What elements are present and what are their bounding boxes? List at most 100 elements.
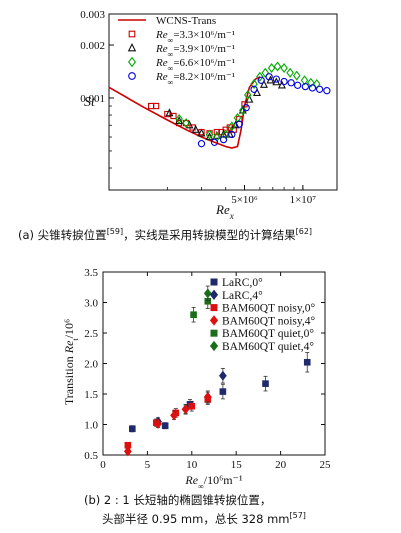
chart-b-legend-marker [209,340,219,352]
chart-a-wcns-line [108,76,261,149]
chart-b-point-square [219,388,227,395]
chart-b-point-square [190,311,197,319]
caption-a: (a) 尖锥转捩位置[59]，实线是采用转捩模型的计算结果[62] [18,227,312,243]
chart-a-frame [108,13,338,191]
chart-a-point-diamond [239,105,247,116]
chart-a-point-circle [308,84,317,92]
chart-a-point-circle [235,120,243,128]
chart-b-y-tick-label: 3.0 [84,298,98,310]
chart-b-legend-label: BAM60QT noisy,4° [222,315,315,327]
chart-a-y-tick-label: 0.001 [80,93,105,105]
chart-a-point-diamond [292,70,301,81]
chart-b-legend-marker [209,315,219,326]
chart-a-point-circle [323,87,331,95]
chart-b-legend-label: BAM60QT quiet,0° [222,328,314,340]
chart-a-point-circle [315,85,324,93]
chart-a-point-diamond [221,129,230,140]
chart-b-point-diamond [154,418,162,429]
caption-a-text2: ，实线是采用转捩模型的计算结果 [123,228,296,242]
caption-b-ref: [57] [289,511,306,521]
chart-a-point-square [152,102,160,110]
chart-b-legend-marker [209,289,219,300]
chart-a-xlabel: Rex [215,202,234,221]
chart-a-point-triangle [191,124,200,133]
chart-b-ylabel: Transition Ret/10⁶ [62,319,80,405]
chart-a-point-circle [280,77,288,86]
caption-a-ref1: [59] [106,227,124,237]
chart-a-x-tick-label: 1×10⁷ [290,194,317,206]
chart-a-point-square [164,110,171,118]
chart-a-legend-label: Re∞=6.6×10⁶/m⁻¹ [155,57,235,73]
chart-a-point-circle [257,76,265,84]
chart-a-legend-marker [128,56,136,68]
chart-b-axes: 0 5 10 15 20 25 0.5 1.0 1.5 2.0 2.5 3.0 3.5 [84,267,331,471]
chart-a-legend-marker [127,42,137,52]
chart-b-legend-marker [210,278,218,286]
chart-a-point-diamond [244,89,252,100]
chart-a-point-diamond [280,62,288,74]
chart-a-data [108,61,331,149]
chart-b-legend-marker [210,304,218,312]
chart-a-legend-label: Re∞=3.9×10⁶/m⁻¹ [155,43,235,59]
chart-a-point-diamond [228,121,236,132]
chart-a-point-circle [210,138,219,146]
chart-b-legend-marker [210,329,218,337]
chart-a-point-triangle [197,128,206,137]
chart-b-xlabel: Re∞/10⁶m⁻¹ [184,473,243,491]
chart-a-point-diamond [250,79,258,90]
chart-a-point-triangle [259,79,268,88]
chart-b-legend-label: BAM60QT quiet,4° [222,341,314,353]
chart-b-legend-label: LaRC,4° [222,290,263,302]
chart-a-point-diamond [256,71,264,82]
chart-a-point-diamond [313,79,321,90]
chart-b-point-square [262,380,269,387]
chart-b-y-tick-label: 3.5 [84,267,98,279]
chart-b-point-square [161,422,169,430]
chart-b-legend-label: BAM60QT noisy,0° [222,303,315,315]
chart-a-axes: 5×10⁶ 1×10⁷ 0.001 0.002 0.003 [80,9,316,206]
chart-b-point-diamond [123,446,132,457]
chart-b-point-diamond [170,410,178,421]
chart-a-point-circle [197,140,206,148]
chart-a-y-tick-label: 0.003 [80,9,105,21]
chart-b-x-tick-label: 15 [231,459,243,471]
chart-a-point-circle [301,82,310,91]
chart-a-legend-marker [128,72,136,80]
chart-a-point-triangle [165,108,174,117]
chart-a-point-square [213,128,220,136]
chart-b-data [123,285,311,457]
chart-a-point-circle [287,79,295,87]
chart-a-point-diamond [300,75,309,86]
chart-b-point-square [188,402,196,410]
caption-a-text: (a) 尖锥转捩位置 [18,228,107,242]
chart-b-point-square [303,358,311,366]
chart-b-x-tick-label: 0 [100,459,106,471]
chart-b-y-tick-label: 0.5 [84,450,98,462]
chart-b-y-tick-label: 2.0 [84,359,98,371]
chart-a-legend-label: Re∞=8.2×10⁶/m⁻¹ [155,71,235,87]
chart-a-point-diamond [267,62,276,74]
chart-a-point-diamond [182,118,190,129]
chart-a-point-diamond [286,67,294,78]
chart-b-legend-label: LaRC,0° [222,277,263,289]
chart-a: 5×10⁶ 1×10⁷ 0.001 0.002 0.003 WCNS-Trans Re∞=… [80,9,338,221]
chart-a-point-circle [219,135,228,144]
caption-a-ref2: [62] [295,227,313,237]
chart-b-y-tick-label: 2.5 [84,328,98,340]
chart-a-point-diamond [261,67,270,78]
chart-b-legend: LaRC,0°LaRC,4°BAM60QT noisy,0°BAM60QT no… [209,277,315,353]
chart-b-y-tick-label: 1.5 [84,389,98,401]
chart-a-point-triangle [219,129,228,138]
chart-a-point-circle [242,104,250,112]
chart-a-point-diamond [205,129,214,140]
chart-a-point-circle [272,75,281,83]
chart-a-ylabel: St [84,95,96,110]
chart-b-y-tick-label: 1.0 [84,420,98,432]
chart-b-x-tick-label: 20 [275,459,287,471]
chart-a-x-tick-label: 5×10⁶ [231,194,258,206]
chart-a-legend-label: WCNS-Trans [156,15,216,27]
chart-b-point-diamond [218,370,227,381]
caption-b-line1: (b) 2 : 1 长短轴的椭圆锥转捩位置， [84,493,272,507]
chart-a-point-circle [228,130,236,139]
